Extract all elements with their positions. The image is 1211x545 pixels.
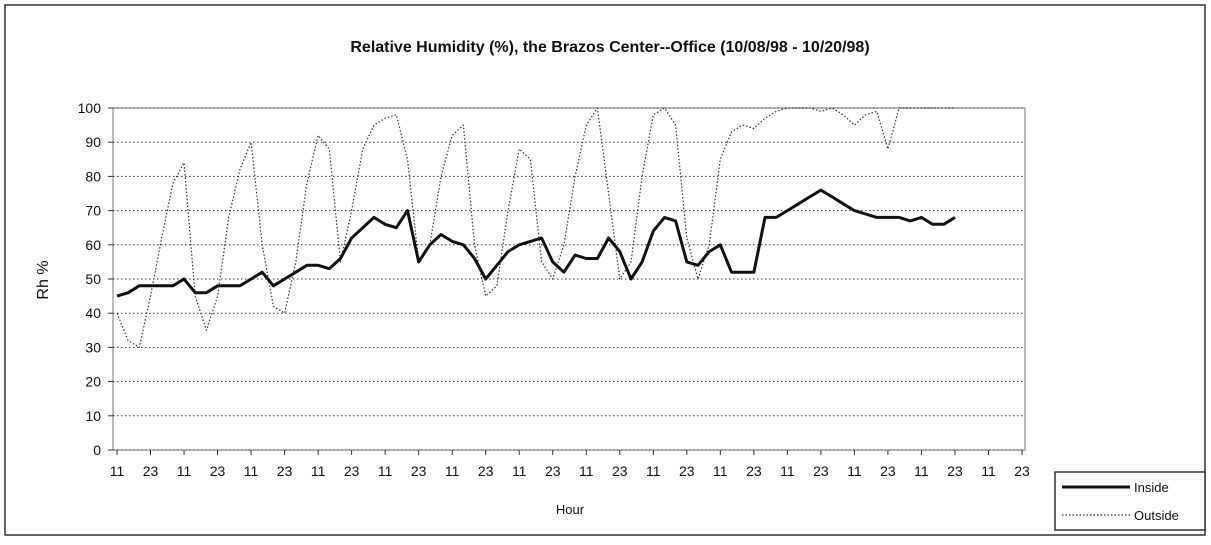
x-tick-label: 11 <box>378 463 393 479</box>
x-tick-label: 23 <box>612 463 628 479</box>
y-tick-label: 70 <box>85 203 101 219</box>
x-tick-label: 23 <box>210 463 226 479</box>
series-line <box>116 188 956 298</box>
y-axis-label: Rh % <box>35 260 52 299</box>
chart-frame <box>4 4 1206 536</box>
x-tick-label: 11 <box>780 463 795 479</box>
x-tick-label: 23 <box>813 463 829 479</box>
y-tick-label: 90 <box>85 134 101 150</box>
x-tick-label: 11 <box>914 463 929 479</box>
y-tick-label: 10 <box>85 408 101 424</box>
x-tick-label: 23 <box>411 463 427 479</box>
x-tick-label: 11 <box>177 463 192 479</box>
y-tick-label: 40 <box>85 305 101 321</box>
x-tick-label: 11 <box>713 463 728 479</box>
x-tick-label: 23 <box>746 463 762 479</box>
x-tick-label: 23 <box>143 463 159 479</box>
y-tick-label: 100 <box>78 100 102 116</box>
x-tick-label: 23 <box>679 463 695 479</box>
x-tick-label: 23 <box>947 463 963 479</box>
x-tick-label: 11 <box>445 463 460 479</box>
x-tick-label: 11 <box>244 463 259 479</box>
x-tick-label: 11 <box>512 463 527 479</box>
x-tick-label: 11 <box>981 463 996 479</box>
legend-box <box>1054 471 1206 531</box>
x-tick-label: 11 <box>110 463 125 479</box>
x-tick-label: 23 <box>478 463 494 479</box>
y-tick-label: 60 <box>85 237 101 253</box>
legend-label: Inside <box>1134 480 1169 495</box>
x-tick-label: 23 <box>1014 463 1030 479</box>
y-tick-label: 0 <box>93 442 101 458</box>
x-tick-label: 11 <box>579 463 594 479</box>
chart-title: Relative Humidity (%), the Brazos Center… <box>350 39 869 56</box>
x-tick-label: 23 <box>344 463 360 479</box>
x-tick-label: 11 <box>646 463 661 479</box>
x-tick-label: 23 <box>880 463 896 479</box>
y-tick-label: 50 <box>85 271 101 287</box>
x-tick-label: 11 <box>311 463 326 479</box>
x-tick-label: 11 <box>847 463 862 479</box>
x-tick-label: 23 <box>277 463 293 479</box>
y-tick-label: 30 <box>85 339 101 355</box>
x-tick-label: 23 <box>545 463 561 479</box>
x-axis-label: Hour <box>556 502 585 517</box>
y-tick-label: 80 <box>85 168 101 184</box>
y-tick-label: 20 <box>85 374 101 390</box>
legend-label: Outside <box>1134 508 1179 523</box>
